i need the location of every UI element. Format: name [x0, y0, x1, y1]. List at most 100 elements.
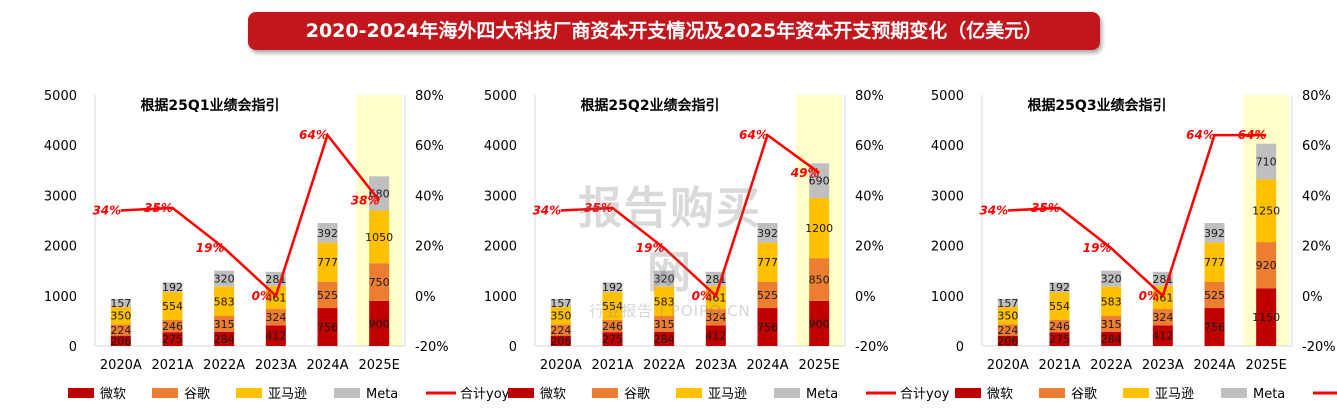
y-tick-label: 5000 [931, 89, 964, 104]
legend-swatch [1123, 388, 1149, 398]
bar-value-label: 1150 [1252, 311, 1280, 324]
yoy-label: 35% [584, 201, 613, 215]
bar-segment [214, 270, 235, 287]
bar-value-label: 246 [602, 320, 623, 333]
x-tick-label: 2022A [203, 358, 245, 373]
bar-segment [317, 281, 338, 309]
yoy-label: 35% [144, 201, 173, 215]
legend-label: 合计yoy [900, 387, 950, 402]
y2-tick-label: 0% [1302, 290, 1323, 305]
x-tick-label: 2022A [643, 358, 685, 373]
y-tick-label: 2000 [44, 240, 77, 255]
bar-segment [1049, 292, 1070, 320]
bar-value-label: 246 [162, 320, 183, 333]
x-tick-label: 2024A [307, 358, 349, 373]
chart-title: 根据25Q2业绩会指引 [580, 97, 719, 114]
legend-label: Meta [366, 387, 398, 402]
bar-segment [110, 335, 131, 346]
bar-value-label: 275 [1049, 333, 1070, 346]
bar-segment [654, 331, 675, 346]
x-tick-label: 2023A [695, 358, 737, 373]
y2-tick-label: 40% [1302, 189, 1331, 204]
legend-label: 亚马逊 [1155, 387, 1194, 402]
bar-segment [997, 324, 1018, 336]
y2-tick-label: 80% [1302, 89, 1331, 104]
y-tick-label: 4000 [931, 139, 964, 154]
bar-value-label: 392 [1204, 227, 1225, 240]
bar-value-label: 324 [1152, 311, 1173, 324]
legend-label: 微软 [540, 387, 566, 402]
legend-label: 合计yoy [460, 387, 510, 402]
y2-tick-label: 40% [415, 189, 444, 204]
bar-value-label: 224 [110, 324, 131, 337]
bar-value-label: 680 [369, 187, 390, 200]
bar-segment [757, 242, 778, 282]
bar-segment [705, 309, 726, 326]
y-tick-label: 3000 [44, 189, 77, 204]
yoy-label: 64% [299, 128, 328, 142]
bar-segment [654, 286, 675, 316]
y2-tick-label: 20% [1302, 240, 1331, 255]
y2-tick-label: 60% [855, 139, 884, 154]
bar-segment [1049, 282, 1070, 293]
bar-value-label: 320 [214, 273, 235, 286]
bar-segment [369, 176, 390, 211]
bar-segment [550, 306, 571, 325]
bar-value-label: 850 [809, 273, 830, 286]
bar-value-label: 412 [1152, 330, 1173, 343]
legend-swatch [334, 388, 360, 398]
bar-value-label: 756 [757, 321, 778, 334]
bar-segment [997, 298, 1018, 307]
bar-segment [602, 282, 623, 293]
bar-segment [1204, 308, 1225, 346]
bar-segment [162, 292, 183, 320]
bar-segment [162, 282, 183, 293]
x-tick-label: 2024A [747, 358, 789, 373]
legend-swatch [508, 388, 534, 398]
capex-chart-25q2: 0 1000 2000 3000 4000 5000 -20% 0% 20% 40% 60% 80% 2… [484, 89, 950, 402]
bar-value-label: 392 [317, 227, 338, 240]
y-tick-label: 4000 [484, 139, 517, 154]
yoy-label: 34% [92, 203, 121, 217]
bar-value-label: 284 [654, 333, 675, 346]
y2-tick-label: 0% [855, 290, 876, 305]
bar-value-label: 275 [162, 333, 183, 346]
bar-segment [317, 223, 338, 243]
bar-segment [1256, 143, 1277, 180]
yoy-label: 35% [1031, 201, 1060, 215]
bar-segment [550, 298, 571, 307]
bar-segment [369, 300, 390, 346]
y-tick-label: 0 [509, 340, 517, 355]
bar-value-label: 157 [110, 297, 131, 310]
bar-segment [317, 308, 338, 346]
bar-value-label: 315 [1101, 318, 1122, 331]
bar-value-label: 554 [602, 300, 623, 313]
x-tick-label: 2021A [1039, 358, 1081, 373]
legend-label: 谷歌 [624, 387, 650, 402]
capex-chart-25q1: 0 1000 2000 3000 4000 5000 -20% 0% 20% 40% 60% 80% 2… [44, 89, 510, 402]
bar-segment [110, 298, 131, 307]
bar-segment [214, 331, 235, 346]
x-tick-label: 2021A [152, 358, 194, 373]
x-tick-label: 2025E [799, 358, 840, 373]
chart-title: 根据25Q1业绩会指引 [140, 97, 279, 114]
legend-swatch [1039, 388, 1065, 398]
y2-tick-label: 40% [855, 189, 884, 204]
bar-value-label: 246 [1049, 320, 1070, 333]
legend-swatch [152, 388, 178, 398]
bar-value-label: 315 [214, 318, 235, 331]
yoy-label: 64% [1238, 128, 1267, 142]
bar-segment [317, 242, 338, 282]
bar-segment [997, 306, 1018, 325]
legend-label: Meta [806, 387, 838, 402]
x-tick-label: 2020A [987, 358, 1029, 373]
bar-value-label: 324 [265, 311, 286, 324]
bar-segment [369, 263, 390, 301]
x-tick-label: 2022A [1090, 358, 1132, 373]
y-tick-label: 3000 [931, 189, 964, 204]
bar-value-label: 324 [705, 311, 726, 324]
bar-value-label: 320 [654, 273, 675, 286]
bar-segment [550, 335, 571, 346]
bar-segment [602, 332, 623, 346]
legend-label: 亚马逊 [268, 387, 307, 402]
